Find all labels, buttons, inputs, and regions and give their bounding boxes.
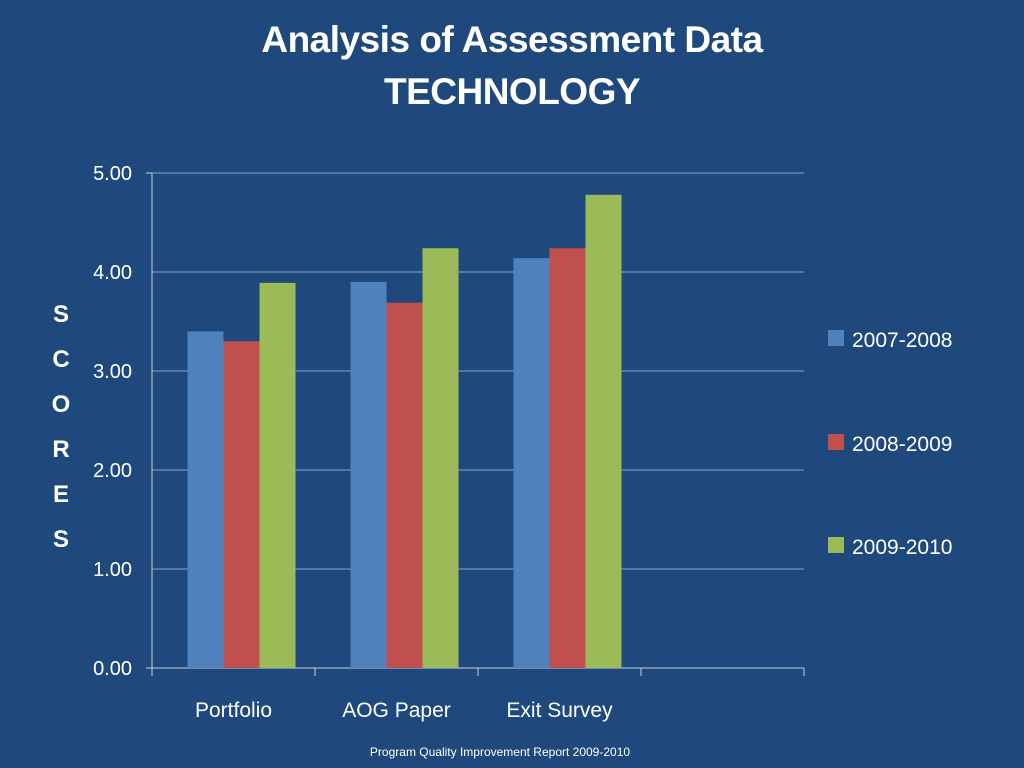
- y-axis-label-letter: E: [52, 481, 69, 508]
- bar-2007-2008-Portfolio: [187, 331, 224, 668]
- bar-2008-2009-Exit Survey: [549, 248, 586, 669]
- footer-text: Program Quality Improvement Report 2009-…: [369, 745, 631, 759]
- y-axis-label-letter: S: [52, 526, 69, 553]
- y-tick-label: 0.00: [93, 658, 132, 680]
- y-axis-label-letter: O: [51, 391, 71, 418]
- legend-label: 2008-2009: [852, 433, 952, 456]
- bar-2009-2010-Exit Survey: [585, 194, 622, 668]
- bar-2008-2009-Portfolio: [223, 341, 260, 668]
- legend-swatch-2008-2009: [828, 434, 844, 450]
- bar-2008-2009-AOG Paper: [386, 302, 423, 668]
- y-tick-label: 2.00: [93, 460, 132, 482]
- y-axis-label-letter: C: [52, 346, 70, 373]
- bar-2009-2010-Portfolio: [259, 282, 296, 668]
- y-tick-label: 5.00: [93, 163, 132, 185]
- chart-title-line-2: TECHNOLOGY: [383, 71, 641, 112]
- y-axis-label-letter: S: [52, 301, 69, 328]
- legend-label: 2009-2010: [852, 536, 952, 559]
- y-axis-label-letter: R: [52, 436, 70, 463]
- bar-2007-2008-AOG Paper: [350, 281, 387, 668]
- chart-title-line-1: Analysis of Assessment Data: [261, 19, 763, 60]
- chart-title: Analysis of Assessment Data TECHNOLOGY: [0, 14, 1024, 118]
- legend-swatch-2009-2010: [828, 537, 844, 553]
- bar-2007-2008-Exit Survey: [513, 258, 550, 668]
- x-tick-label: AOG Paper: [342, 699, 451, 722]
- y-axis-label: S C O R E S: [46, 292, 76, 562]
- y-tick-label: 4.00: [93, 262, 132, 284]
- bar-2009-2010-AOG Paper: [422, 248, 459, 669]
- bar-chart: 0.00 1.00 2.00 3.00 4.00 5.00 Portfolio AOG Pap…: [93, 163, 952, 722]
- y-tick-label: 1.00: [93, 559, 132, 581]
- legend-label: 2007-2008: [852, 329, 952, 352]
- legend-swatch-2007-2008: [828, 330, 844, 346]
- x-tick-label: Exit Survey: [506, 699, 613, 722]
- x-tick-label: Portfolio: [195, 699, 272, 722]
- y-tick-label: 3.00: [93, 361, 132, 383]
